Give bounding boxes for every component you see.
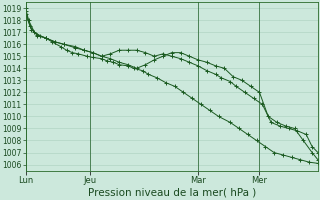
X-axis label: Pression niveau de la mer( hPa ): Pression niveau de la mer( hPa ) bbox=[88, 188, 256, 198]
